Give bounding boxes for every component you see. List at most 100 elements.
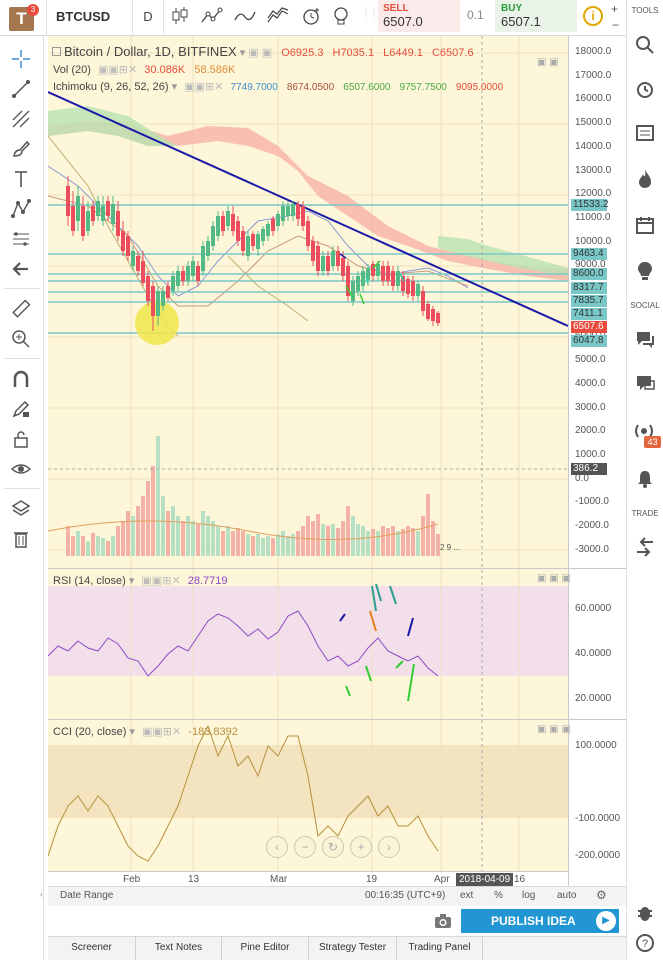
alarm-clock-icon[interactable] — [632, 78, 658, 100]
magnet-icon[interactable] — [10, 368, 32, 390]
auto-toggle[interactable]: auto — [557, 890, 577, 901]
watchlist-icon[interactable] — [632, 122, 658, 144]
search-icon[interactable] — [632, 34, 658, 56]
ichimoku-cloud-bull — [48, 106, 178, 146]
sell-button[interactable] — [378, 0, 460, 32]
time-tick: Apr — [434, 874, 450, 885]
level-label: 11533.2 — [571, 199, 609, 211]
trend-line-icon[interactable] — [10, 78, 32, 100]
level-label: 8317.7 — [571, 282, 607, 294]
help-icon[interactable]: ? — [632, 932, 658, 954]
zoom-in-icon[interactable]: + — [350, 836, 372, 858]
private-chats-icon[interactable] — [632, 372, 658, 394]
pane-buttons[interactable]: ▣ ▣ ▣ — [537, 724, 571, 735]
collapse-icon[interactable] — [52, 47, 61, 56]
pane-buttons[interactable]: ▣ ▣ — [537, 57, 559, 68]
templates-icon[interactable] — [266, 6, 290, 28]
last-price-label: 6507.6 — [571, 321, 607, 333]
price-scale[interactable] — [568, 36, 626, 886]
volume-value-2: 58.586K — [194, 64, 236, 76]
text-tool-icon[interactable] — [10, 168, 32, 190]
pitchfork-icon[interactable] — [10, 108, 32, 130]
ruler-icon[interactable] — [10, 298, 32, 320]
price-scale-border — [568, 36, 569, 886]
info-icon[interactable]: i — [583, 6, 603, 26]
ichimoku-name[interactable]: Ichimoku (9, 26, 52, 26) — [53, 81, 169, 93]
tab-strategy-tester[interactable]: Strategy Tester — [309, 936, 397, 960]
chevron-down-icon[interactable]: ▾ — [129, 726, 135, 738]
candles-style-icon[interactable] — [170, 6, 190, 28]
legend-action-icons[interactable]: ▣▣⊞✕ — [184, 81, 224, 93]
interval-button[interactable]: D — [143, 9, 153, 24]
idea-bulb-icon[interactable] — [331, 6, 351, 28]
series-title[interactable]: Bitcoin / Dollar, 1D, BITFINEX — [64, 44, 237, 59]
pane-separator[interactable] — [48, 568, 626, 569]
publish-idea-button[interactable]: PUBLISH IDEA — [461, 909, 619, 933]
notification-bell-icon[interactable] — [632, 468, 658, 490]
volume-name[interactable]: Vol (20) — [53, 64, 91, 76]
chevron-down-icon[interactable]: ▾ — [239, 47, 246, 59]
chevron-down-icon[interactable]: ▾ — [128, 575, 135, 587]
cci-tick: -200.0000 — [575, 850, 621, 861]
time-axis[interactable] — [48, 871, 568, 886]
scroll-left-icon[interactable]: ‹ — [266, 836, 288, 858]
hotlists-flame-icon[interactable] — [632, 168, 658, 190]
chat-icon[interactable] — [632, 328, 658, 350]
lock-icon[interactable] — [10, 428, 32, 450]
tab-trading-panel[interactable]: Trading Panel — [397, 936, 483, 960]
buy-button[interactable] — [495, 0, 577, 32]
zoom-icon[interactable] — [10, 328, 32, 350]
pattern-icon[interactable] — [10, 198, 32, 220]
cci-name[interactable]: CCI (20, close) — [53, 726, 127, 738]
volume-value-1: 30.086K — [144, 64, 186, 76]
collapse-left-icon[interactable]: ‹ — [40, 889, 43, 899]
indicators-icon[interactable] — [233, 6, 257, 28]
zoom-out-icon[interactable]: − — [294, 836, 316, 858]
zoom-out-icon[interactable]: − — [612, 18, 620, 32]
prediction-tools-icon[interactable] — [10, 228, 32, 250]
snapshot-camera-icon[interactable] — [433, 912, 453, 933]
play-arrow-icon[interactable]: ▶ — [596, 911, 616, 931]
compare-icon[interactable] — [200, 6, 224, 28]
tab-text-notes[interactable]: Text Notes — [136, 936, 222, 960]
scroll-right-icon[interactable]: › — [378, 836, 400, 858]
streams-broadcast-icon[interactable] — [632, 420, 658, 442]
calendar-icon[interactable] — [632, 214, 658, 236]
trash-icon[interactable] — [10, 528, 32, 550]
ext-toggle[interactable]: ext — [460, 890, 474, 901]
pane-buttons[interactable]: ▣ ▣ ▣ — [537, 573, 571, 584]
legend-settings-icons[interactable]: ▣ ▣ — [248, 47, 273, 59]
pane-separator[interactable] — [48, 719, 626, 720]
percent-toggle[interactable]: % — [494, 890, 503, 901]
eye-icon[interactable] — [10, 458, 32, 480]
legend-action-icons[interactable]: ▣▣⊞✕ — [142, 726, 182, 738]
log-toggle[interactable]: log — [522, 890, 536, 901]
chevron-down-icon[interactable]: ▾ — [171, 81, 178, 93]
alert-clock-icon[interactable] — [299, 6, 323, 28]
date-range-button[interactable]: Date Range — [60, 890, 114, 901]
price-tick: 17000.0 — [575, 69, 612, 81]
crosshair-price-label: 386.2 — [571, 463, 607, 475]
candlesticks — [66, 176, 440, 331]
legend-action-icons[interactable]: ▣▣⊞✕ — [141, 575, 181, 587]
idea-stream-bulb-icon[interactable] — [632, 260, 658, 282]
stay-in-drawing-icon[interactable] — [10, 398, 32, 420]
tab-pine-editor[interactable]: Pine Editor — [222, 936, 309, 960]
tab-screener[interactable]: Screener — [48, 936, 136, 960]
drag-handle-icon[interactable]: ⋮⋮ ⋮⋮ — [362, 6, 378, 20]
zoom-in-icon[interactable]: + — [611, 2, 619, 16]
volume-bars — [66, 436, 440, 556]
crosshair-icon[interactable] — [10, 48, 32, 70]
bottom-tabs — [48, 936, 626, 960]
rsi-name[interactable]: RSI (14, close) — [53, 575, 126, 587]
back-arrow-icon[interactable] — [10, 258, 32, 280]
layers-icon[interactable] — [10, 498, 32, 520]
reset-chart-icon[interactable]: ↻ — [322, 836, 344, 858]
legend-action-icons[interactable]: ▣▣⊞✕ — [97, 64, 138, 76]
bug-report-icon[interactable] — [632, 902, 658, 924]
symbol-search-button[interactable]: BTCUSD — [56, 9, 111, 24]
chart-drawing[interactable] — [48, 36, 568, 886]
settings-gear-icon[interactable]: ⚙ — [596, 888, 607, 902]
trading-arrows-icon[interactable] — [632, 536, 658, 558]
brush-icon[interactable] — [10, 138, 32, 160]
